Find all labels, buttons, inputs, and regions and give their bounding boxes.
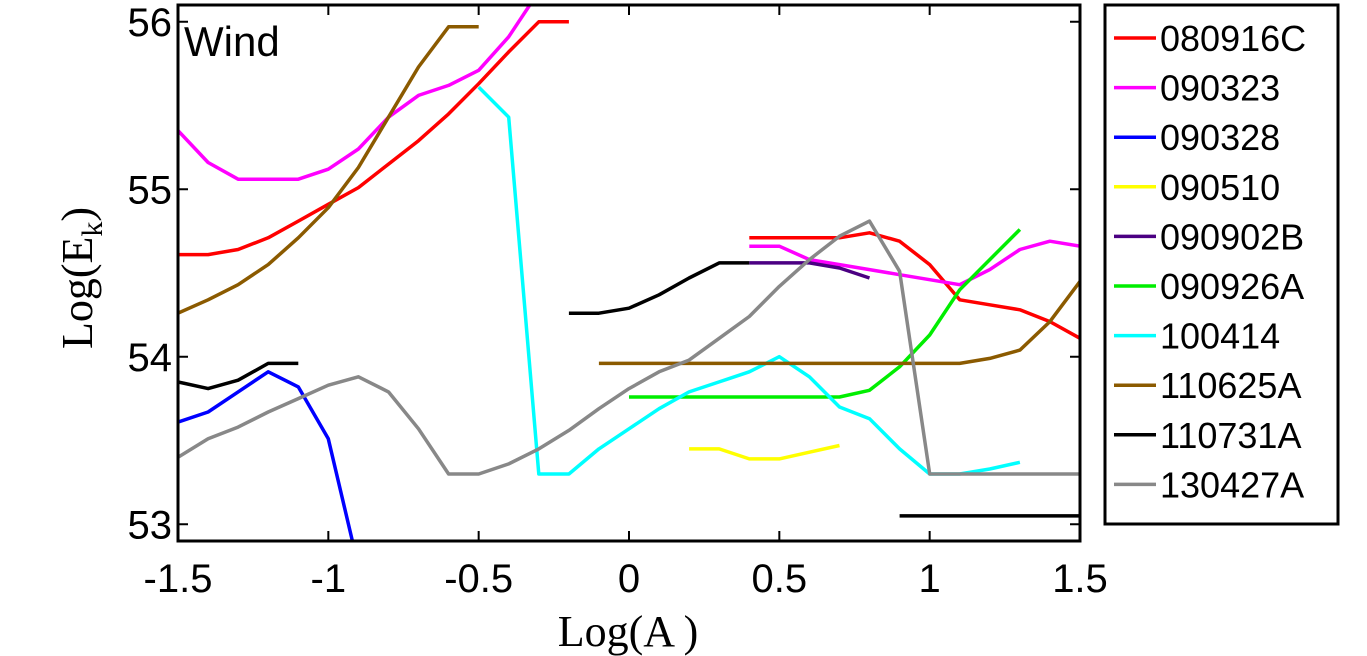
series-line-090510-seg0: [689, 443, 840, 461]
series-line-080916C-seg1: [749, 231, 1080, 340]
x-tick-label: 1: [919, 557, 941, 601]
series-layer: [178, 5, 1080, 541]
series-line-110731A-seg0: [178, 361, 299, 391]
legend-label-110625A: 110625A: [1160, 365, 1301, 406]
legend-label-110731A: 110731A: [1160, 415, 1301, 456]
legend-label-090328: 090328: [1160, 117, 1280, 158]
y-axis-label: Log(Ek): [53, 207, 109, 349]
x-tick-label: 0.5: [752, 557, 808, 601]
series-line-110731A-seg1: [568, 261, 750, 315]
x-tick-label: 0: [618, 557, 640, 601]
series-line-090323-seg0: [178, 5, 532, 181]
series-line-090323-seg1: [749, 239, 1080, 287]
series-line-130427A-seg0: [178, 219, 1080, 476]
x-tick-label: -1.5: [144, 557, 213, 601]
y-tick-label: 55: [128, 168, 173, 212]
legend-label-090323: 090323: [1160, 68, 1280, 109]
series-line-090902B-seg0: [749, 261, 871, 280]
x-tick-label: -0.5: [444, 557, 513, 601]
series-line-110625A-seg0: [178, 25, 479, 315]
legend-label-090926A: 090926A: [1160, 266, 1304, 307]
x-tick-label: -1: [311, 557, 347, 601]
y-tick-label: 54: [128, 336, 173, 380]
series-line-090926A-seg0: [629, 228, 1022, 399]
y-tick-label: 56: [128, 1, 173, 45]
y-axis-label-sub: k: [76, 222, 109, 237]
series-line-080916C-seg0: [178, 20, 569, 257]
legend-label-100414: 100414: [1160, 316, 1280, 357]
legend-label-080916C: 080916C: [1160, 18, 1306, 59]
y-tick-label: 53: [128, 503, 173, 547]
panel-annotation: Wind: [184, 18, 280, 65]
plot-frame: [176, 3, 1082, 543]
ticks-layer: -1.5 -1 -0.5 0 0.5 1 1.5 53 54 55 56: [128, 1, 1108, 601]
legend-label-090510: 090510: [1160, 167, 1280, 208]
x-axis-label: Log(A ): [558, 607, 699, 656]
legend-box: [1103, 3, 1340, 526]
y-axis-label-close: ): [53, 207, 102, 222]
legend-label-090902B: 090902B: [1160, 216, 1304, 257]
x-tick-label: 1.5: [1052, 557, 1108, 601]
series-line-090328-seg0: [178, 370, 355, 541]
y-axis-label-main: Log(E: [53, 237, 102, 349]
series-line-110625A-seg1: [598, 280, 1080, 366]
legend-label-130427A: 130427A: [1160, 464, 1304, 505]
legend: 080916C 090323 090328 090510 090902B 090926A 1…: [1103, 3, 1340, 526]
